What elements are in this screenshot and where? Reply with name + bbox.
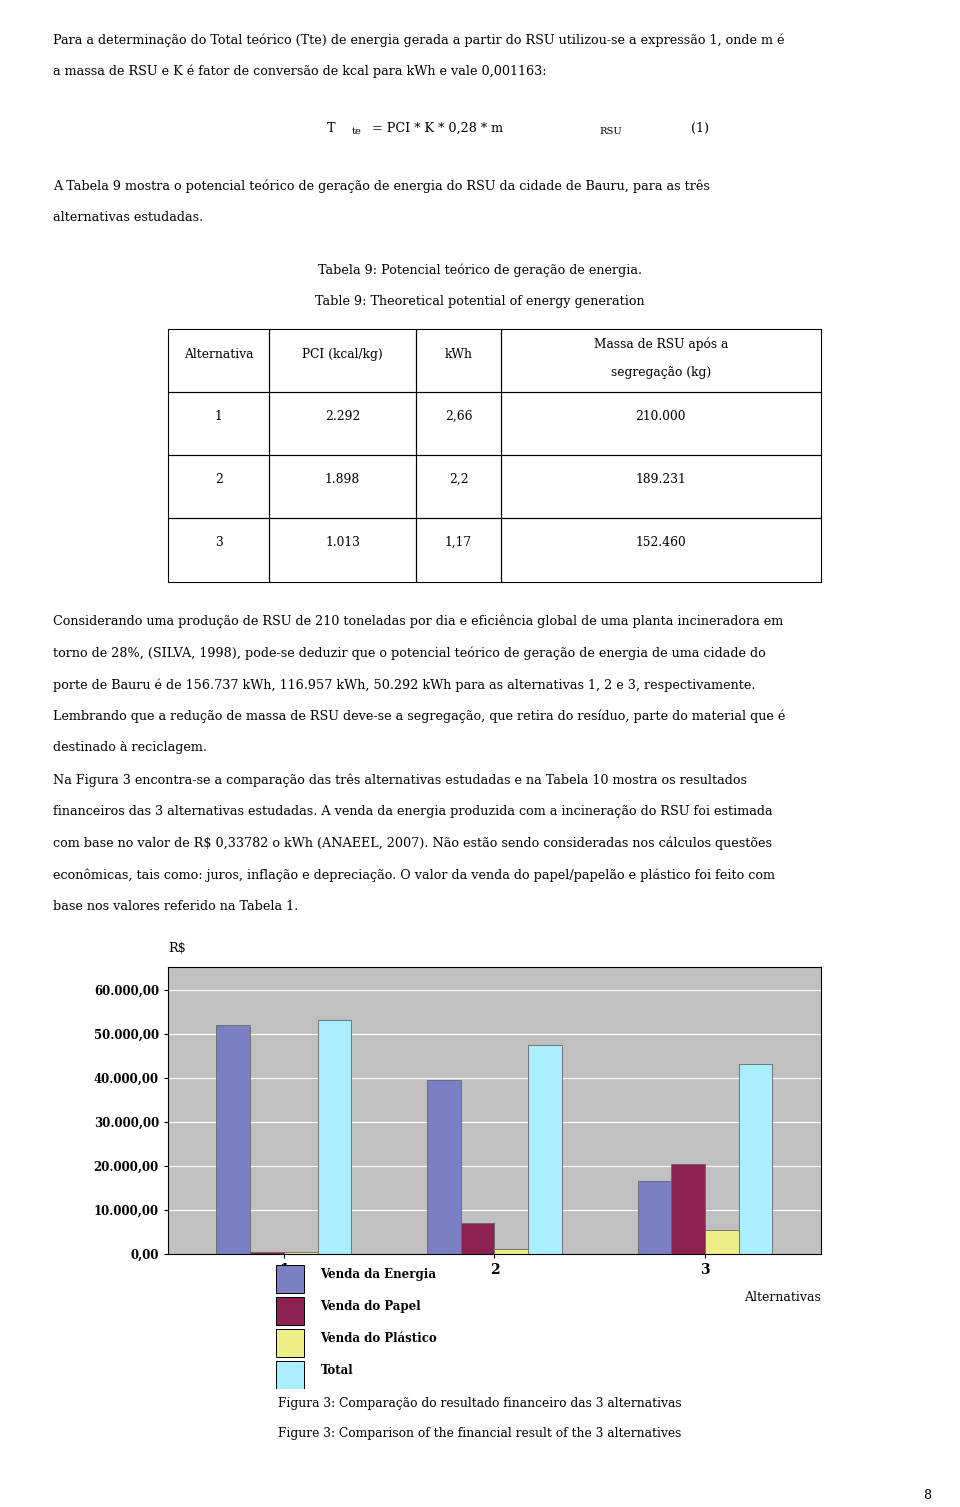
Bar	[501, 455, 821, 518]
Bar	[528, 1044, 562, 1254]
Text: 1.013: 1.013	[325, 536, 360, 549]
Bar	[276, 1361, 304, 1389]
Text: 1: 1	[215, 410, 223, 422]
Text: 152.460: 152.460	[636, 536, 686, 549]
Bar	[269, 329, 416, 392]
Text: econômicas, tais como: juros, inflação e depreciação. O valor da venda do papel/: econômicas, tais como: juros, inflação e…	[53, 868, 775, 882]
Text: Massa de RSU após a: Massa de RSU após a	[593, 338, 728, 351]
Bar	[269, 392, 416, 455]
Text: Lembrando que a redução de massa de RSU deve-se a segregação, que retira do resí: Lembrando que a redução de massa de RSU …	[53, 710, 785, 723]
Text: 2,66: 2,66	[444, 410, 472, 422]
Bar	[276, 1264, 304, 1293]
Bar	[168, 518, 269, 582]
Text: (1): (1)	[691, 122, 709, 136]
Bar	[494, 1249, 528, 1254]
Text: kWh: kWh	[444, 348, 472, 360]
Text: Alternativas: Alternativas	[744, 1291, 821, 1304]
Text: segregação (kg): segregação (kg)	[611, 366, 711, 380]
Text: A Tabela 9 mostra o potencial teórico de geração de energia do RSU da cidade de : A Tabela 9 mostra o potencial teórico de…	[53, 179, 709, 193]
Bar	[501, 518, 821, 582]
Text: alternativas estudadas.: alternativas estudadas.	[53, 211, 204, 225]
Bar	[269, 455, 416, 518]
Text: Alternativa: Alternativa	[184, 348, 253, 360]
Bar	[216, 1025, 251, 1254]
Text: Venda da Energia: Venda da Energia	[321, 1269, 437, 1281]
Text: Figura 3: Comparação do resultado financeiro das 3 alternativas: Figura 3: Comparação do resultado financ…	[278, 1397, 682, 1411]
Bar	[671, 1163, 705, 1254]
Bar	[501, 329, 821, 392]
Bar	[284, 1252, 318, 1254]
Bar	[461, 1224, 494, 1254]
Text: Figure 3: Comparison of the financial result of the 3 alternatives: Figure 3: Comparison of the financial re…	[278, 1427, 682, 1441]
Text: = PCI * K * 0,28 * m: = PCI * K * 0,28 * m	[372, 122, 504, 136]
Text: Para a determinação do Total teórico (Tte) de energia gerada a partir do RSU uti: Para a determinação do Total teórico (Tt…	[53, 33, 784, 47]
Text: com base no valor de R$ 0,33782 o kWh (ANAEEL, 2007). Não estão sendo considerad: com base no valor de R$ 0,33782 o kWh (A…	[53, 836, 772, 850]
Text: porte de Bauru é de 156.737 kWh, 116.957 kWh, 50.292 kWh para as alternativas 1,: porte de Bauru é de 156.737 kWh, 116.957…	[53, 678, 756, 692]
Bar	[637, 1181, 671, 1254]
Text: destinado à reciclagem.: destinado à reciclagem.	[53, 741, 206, 755]
Bar	[416, 329, 501, 392]
Bar	[276, 1329, 304, 1356]
Text: 1,17: 1,17	[444, 536, 472, 549]
Text: 189.231: 189.231	[636, 473, 686, 485]
Text: Na Figura 3 encontra-se a comparação das três alternativas estudadas e na Tabela: Na Figura 3 encontra-se a comparação das…	[53, 773, 747, 787]
Bar	[168, 329, 269, 392]
Text: 8: 8	[924, 1489, 931, 1502]
Text: R$: R$	[168, 942, 185, 955]
Text: Considerando uma produção de RSU de 210 toneladas por dia e eficiência global de: Considerando uma produção de RSU de 210 …	[53, 615, 783, 628]
Text: 2.292: 2.292	[324, 410, 360, 422]
Text: RSU: RSU	[599, 127, 622, 136]
Text: 2: 2	[215, 473, 223, 485]
Bar	[705, 1230, 738, 1254]
Bar	[251, 1252, 284, 1254]
Text: Venda do Papel: Venda do Papel	[321, 1301, 421, 1313]
Text: base nos valores referido na Tabela 1.: base nos valores referido na Tabela 1.	[53, 900, 298, 913]
Bar	[416, 518, 501, 582]
Text: Total: Total	[321, 1364, 353, 1377]
Text: torno de 28%, (SILVA, 1998), pode-se deduzir que o potencial teórico de geração : torno de 28%, (SILVA, 1998), pode-se ded…	[53, 647, 765, 660]
Bar	[416, 455, 501, 518]
Bar	[168, 392, 269, 455]
Text: 2,2: 2,2	[448, 473, 468, 485]
Text: Table 9: Theoretical potential of energy generation: Table 9: Theoretical potential of energy…	[315, 295, 645, 309]
Text: a massa de RSU e K é fator de conversão de kcal para kWh e vale 0,001163:: a massa de RSU e K é fator de conversão …	[53, 65, 546, 78]
Text: T: T	[326, 122, 335, 136]
Text: 3: 3	[215, 536, 223, 549]
Bar	[501, 392, 821, 455]
Text: 1.898: 1.898	[325, 473, 360, 485]
Text: Tabela 9: Potencial teórico de geração de energia.: Tabela 9: Potencial teórico de geração d…	[318, 264, 642, 277]
Text: PCI (kcal/kg): PCI (kcal/kg)	[302, 348, 383, 360]
Bar	[276, 1296, 304, 1325]
Text: 210.000: 210.000	[636, 410, 686, 422]
Bar	[738, 1064, 773, 1254]
Bar	[318, 1020, 351, 1254]
Bar	[416, 392, 501, 455]
Text: te: te	[351, 127, 361, 136]
Bar	[427, 1081, 461, 1254]
Text: financeiros das 3 alternativas estudadas. A venda da energia produzida com a inc: financeiros das 3 alternativas estudadas…	[53, 805, 773, 818]
Bar	[269, 518, 416, 582]
Text: Venda do Plástico: Venda do Plástico	[321, 1332, 437, 1346]
Bar	[168, 455, 269, 518]
